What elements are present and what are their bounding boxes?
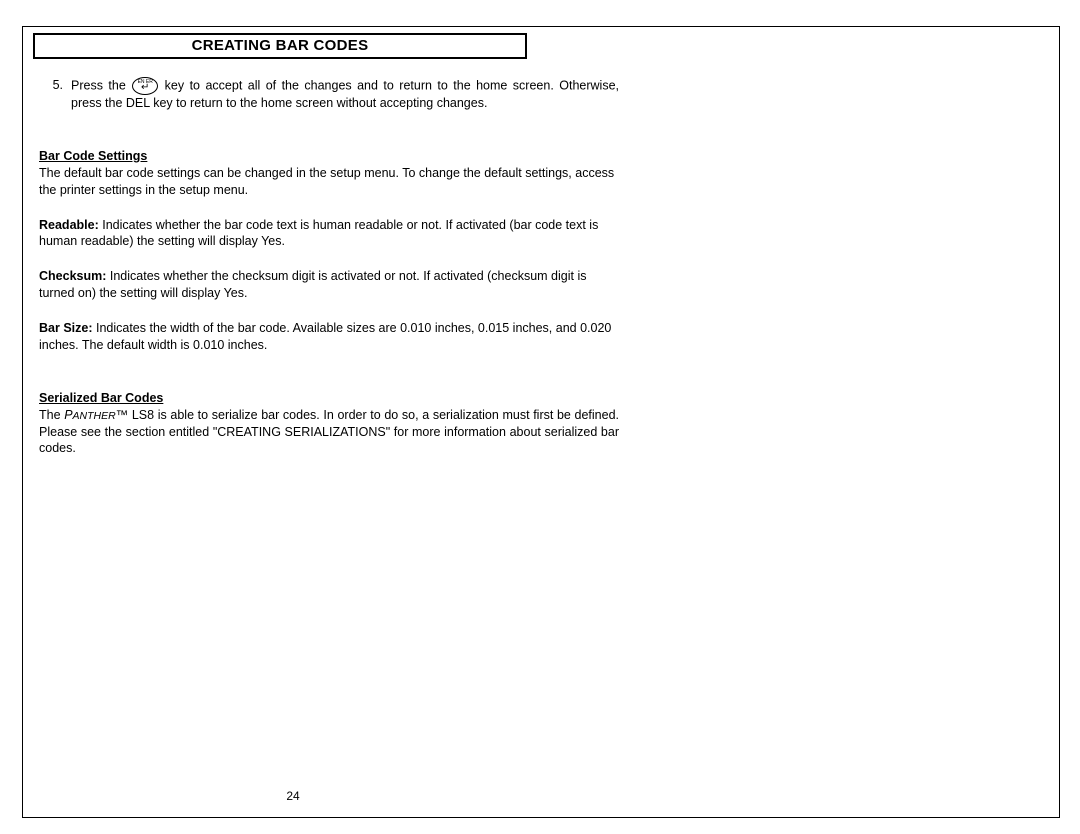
checksum-text: Indicates whether the checksum digit is … xyxy=(39,269,586,300)
checksum-label: Checksum: xyxy=(39,269,106,283)
readable-label: Readable: xyxy=(39,218,99,232)
heading-serialized: Serialized Bar Codes xyxy=(39,390,619,407)
step-text: Press the EN ER key to accept all of the… xyxy=(71,77,619,112)
serialized-post: ™ LS8 is able to serialize bar codes. In… xyxy=(39,408,619,456)
settings-intro: The default bar code settings can be cha… xyxy=(39,165,619,199)
brand-rest: ANTHER xyxy=(73,410,116,422)
document-page: CREATING BAR CODES 5. Press the EN ER ke… xyxy=(0,0,1080,834)
content-column: 5. Press the EN ER key to accept all of … xyxy=(39,77,619,457)
readable-paragraph: Readable: Indicates whether the bar code… xyxy=(39,217,619,251)
barsize-text: Indicates the width of the bar code. Ava… xyxy=(39,321,611,352)
brand-first: P xyxy=(64,408,72,422)
brand-name: PANTHER xyxy=(64,408,116,422)
serialized-pre: The xyxy=(39,408,64,422)
page-border: CREATING BAR CODES 5. Press the EN ER ke… xyxy=(22,26,1060,818)
section-title: CREATING BAR CODES xyxy=(192,37,369,54)
readable-text: Indicates whether the bar code text is h… xyxy=(39,218,598,249)
step-number: 5. xyxy=(39,77,71,94)
enter-key-icon: EN ER xyxy=(132,77,158,95)
section-title-bar: CREATING BAR CODES xyxy=(33,33,527,59)
checksum-paragraph: Checksum: Indicates whether the checksum… xyxy=(39,268,619,302)
serialized-paragraph: The PANTHER™ LS8 is able to serialize ba… xyxy=(39,407,619,458)
barsize-paragraph: Bar Size: Indicates the width of the bar… xyxy=(39,320,619,354)
page-number: 24 xyxy=(23,789,563,803)
heading-bar-code-settings: Bar Code Settings xyxy=(39,148,619,165)
barsize-label: Bar Size: xyxy=(39,321,93,335)
step-text-pre: Press the xyxy=(71,78,131,92)
step-5: 5. Press the EN ER key to accept all of … xyxy=(39,77,619,112)
